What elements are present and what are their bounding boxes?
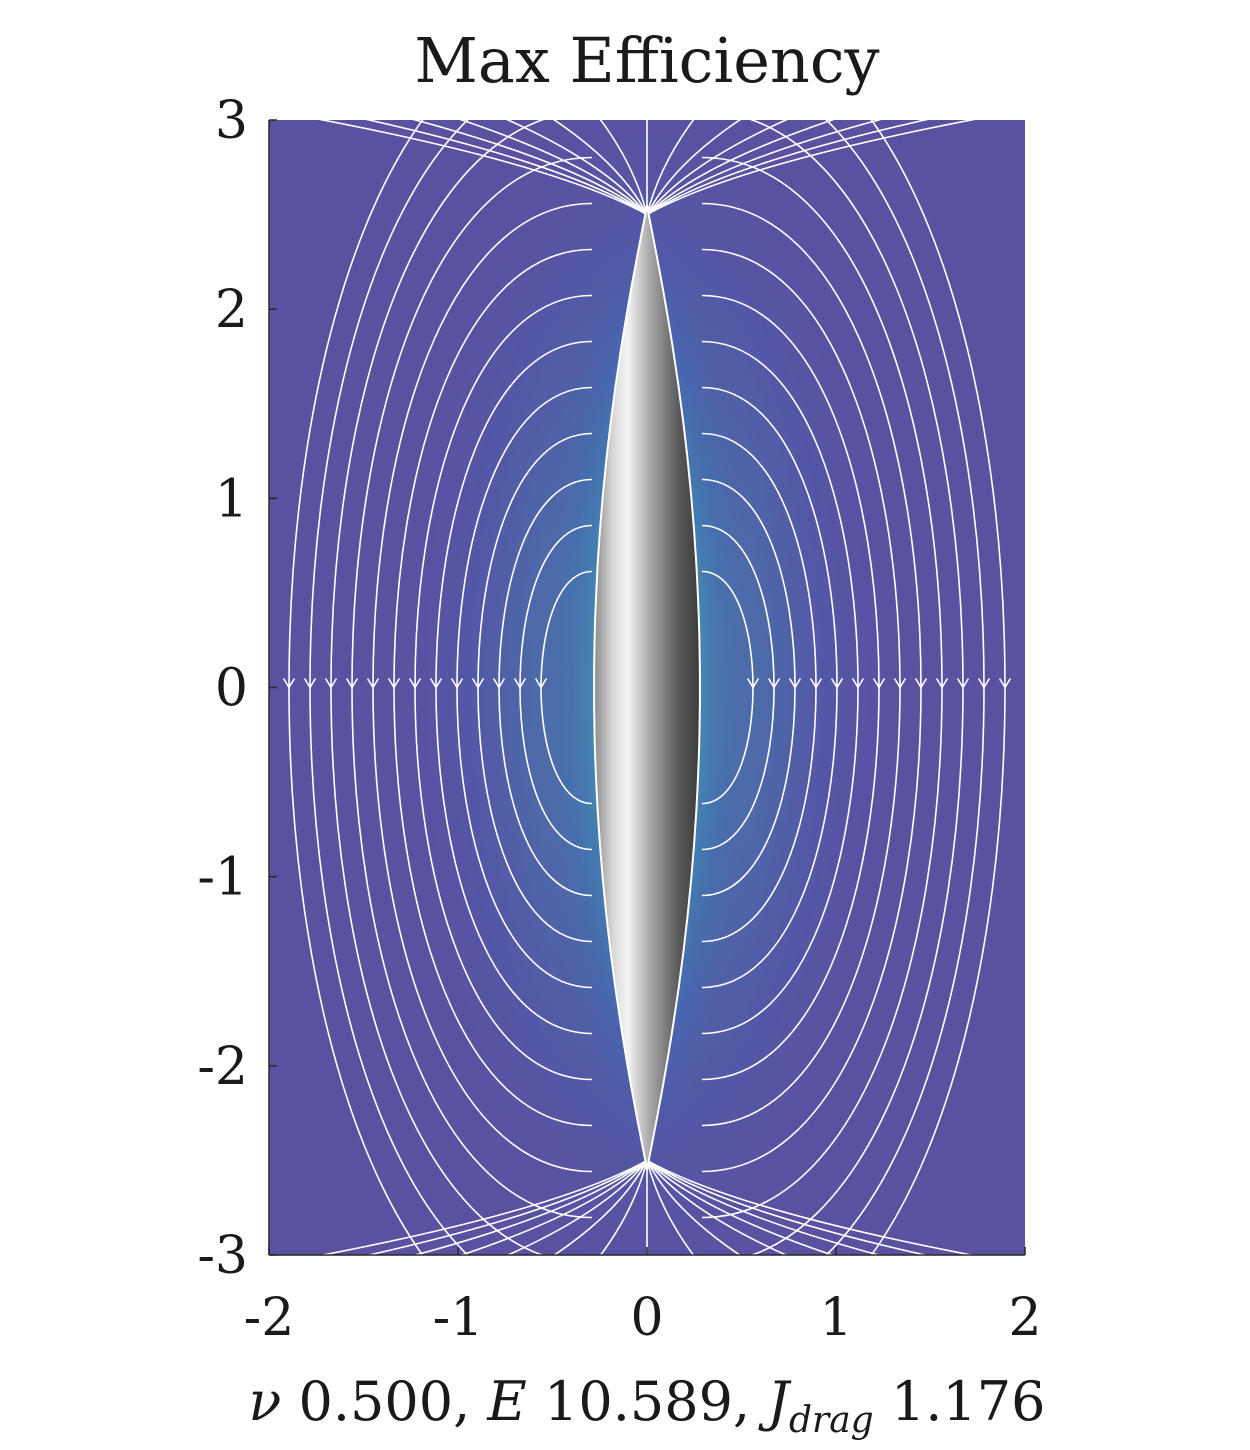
streamline [646, 1159, 976, 1255]
streamline-arrow [345, 678, 359, 690]
streamline-arrow [914, 678, 928, 690]
streamline [412, 1159, 648, 1255]
streamline [318, 1159, 648, 1255]
streamline-arrow [956, 678, 970, 690]
streamline [599, 120, 648, 215]
streamline-arrow [746, 678, 760, 690]
streamline [646, 1160, 742, 1255]
y-tick-labels: 3 2 1 0 -1 -2 -3 [197, 91, 277, 1286]
streamlines [282, 120, 1012, 1255]
streamline-arrow [282, 678, 296, 690]
spindle-body [593, 204, 701, 1171]
streamline [646, 1159, 788, 1255]
nu-value: 0.500, [298, 1370, 470, 1433]
y-tick-label: 0 [215, 659, 248, 719]
streamline-arrow [492, 678, 506, 690]
streamline-arrow [809, 678, 823, 690]
x-axis-label: ν 0.500, E 10.589, Jdrag 1.176 [248, 1370, 1045, 1445]
streamline-arrow [851, 678, 865, 690]
streamline [646, 120, 882, 216]
x-tick-label: 2 [1008, 1288, 1041, 1348]
chart-title: Max Efficiency [414, 24, 879, 97]
streamline-arrow [408, 678, 422, 690]
streamline-arrow [366, 678, 380, 690]
streamline-arrow [788, 678, 802, 690]
streamline [646, 1159, 835, 1255]
streamline-arrow [513, 678, 527, 690]
streamline-arrow [935, 678, 949, 690]
streamline [459, 1159, 648, 1255]
streamline-arrow [450, 678, 464, 690]
streamline-arrow [872, 678, 886, 690]
y-tick-label: -3 [197, 1226, 248, 1286]
streamline [646, 120, 929, 216]
j-subscript: drag [789, 1400, 874, 1441]
y-tick-label: -1 [197, 848, 248, 908]
streamline-arrow [429, 678, 443, 690]
streamline-arrow [830, 678, 844, 690]
streamline-arrow [998, 678, 1012, 690]
streamline-arrow [977, 678, 991, 690]
x-tick-labels: -2 -1 0 1 2 [244, 1247, 1042, 1348]
j-symbol: J [757, 1370, 792, 1433]
streamline [552, 120, 648, 215]
streamline-arrow [534, 678, 548, 690]
x-tick-label: 0 [630, 1288, 663, 1348]
streamline [552, 1160, 648, 1255]
e-symbol: E [486, 1370, 526, 1433]
streamline [646, 120, 742, 215]
streamline [365, 1159, 648, 1255]
y-tick-label: 2 [215, 280, 248, 340]
streamline-arrow [324, 678, 338, 690]
j-value: 1.176 [891, 1370, 1046, 1433]
plot-area [269, 120, 1025, 1255]
streamline [646, 1159, 929, 1255]
streamline [318, 120, 648, 216]
streamline [646, 120, 695, 215]
y-tick-label: 3 [215, 91, 248, 151]
streamline [646, 120, 835, 216]
streamline [646, 1159, 882, 1255]
x-tick-label: 1 [819, 1288, 852, 1348]
streamline [646, 120, 976, 216]
streamline-arrow [767, 678, 781, 690]
e-value: 10.589, [544, 1370, 750, 1433]
streamline-arrow [387, 678, 401, 690]
streamline [506, 120, 648, 216]
streamline [459, 120, 648, 216]
streamline-arrow [303, 678, 317, 690]
nu-symbol: ν [248, 1370, 281, 1433]
x-tick-label: -2 [244, 1288, 295, 1348]
streamline-arrow [471, 678, 485, 690]
streamline [646, 120, 788, 216]
streamline-arrow [893, 678, 907, 690]
x-tick-label: -1 [433, 1288, 484, 1348]
y-tick-label: 1 [215, 469, 248, 529]
streamline [506, 1159, 648, 1255]
y-tick-label: -2 [197, 1037, 248, 1097]
streamline [412, 120, 648, 216]
streamline [365, 120, 648, 216]
